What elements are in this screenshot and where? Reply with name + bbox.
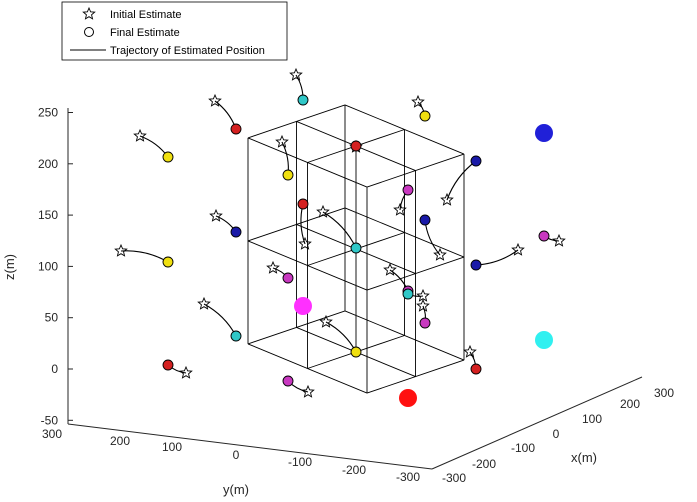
legend-item-trajectory: Trajectory of Estimated Position [70,45,265,57]
legend-label-final: Final Estimate [110,27,180,39]
star-icon [82,6,96,20]
initial-star [552,233,566,247]
initial-star [301,384,315,398]
trajectory-line [475,249,519,266]
x-tick-label: -200 [472,457,496,471]
y-tick-label: -200 [342,463,366,477]
initial-star [209,208,223,222]
legend-label-trajectory: Trajectory of Estimated Position [110,45,265,57]
final-node [538,230,550,242]
legend: Initial Estimate Final Estimate Trajecto… [61,1,288,61]
x-tick-label: 200 [620,397,640,411]
x-axis-line [431,376,643,470]
final-node [402,288,414,300]
z-tick-label: 50 [45,311,59,325]
z-tick-label: 200 [38,157,58,171]
final-node [470,155,482,167]
final-node [282,375,294,387]
y-tick-label: 200 [110,434,130,448]
final-node [402,184,414,196]
initial-star [298,236,312,250]
initial-star [416,298,430,312]
initial-star [411,94,425,108]
legend-item-initial: Initial Estimate [82,6,182,21]
final-node [419,110,431,122]
final-node [230,226,242,238]
y-tick-label: 100 [162,440,182,454]
initial-star [511,242,525,256]
y-axis-line [67,423,433,470]
y-tick-label: -100 [288,455,312,469]
final-node [350,346,362,358]
trajectory-line [424,219,441,256]
trajectories [120,74,560,393]
final-node [282,272,294,284]
final-node [419,214,431,226]
x-tick-label: 100 [582,412,602,426]
anchor-node [294,297,312,315]
initial-star [383,262,397,276]
tick-labels: -50 0 50 100 150 200 250 200 100 0 -100 -200 -300 300… [38,106,674,486]
anchor-node [535,331,553,349]
final-node [230,123,242,135]
y-tick-label-top: 300 [42,427,62,441]
initial-star [440,192,454,206]
initial-star [463,344,477,358]
x-tick-label: 0 [553,427,560,441]
anchor-node [399,389,417,407]
initial-star [275,134,289,148]
y-tick-label: 0 [233,448,240,462]
circle-icon [84,27,94,37]
initial-star [197,296,211,310]
z-tick-label: 150 [38,208,58,222]
final-node [297,198,309,210]
grid-line-x [247,104,346,139]
initial-star [266,260,280,274]
final-node [162,256,174,268]
initial-star [316,204,330,218]
z-tick-label: 250 [38,106,58,120]
initial-star [289,67,303,81]
axes-box [67,108,643,470]
initial-star [319,314,333,328]
final-node [162,359,174,371]
final-node [350,242,362,254]
final-node [419,317,431,329]
final-node [230,330,242,342]
final-node [470,259,482,271]
x-tick-label: 300 [654,386,674,400]
z-tick-label: 0 [51,362,58,376]
trajectory-line [446,160,477,201]
y-axis-label: y(m) [223,482,249,497]
trajectory-line [203,303,237,337]
x-tick-label: -300 [442,471,466,485]
final-node [162,151,174,163]
initial-star [208,93,222,107]
markers [114,67,566,407]
legend-label-initial: Initial Estimate [110,9,182,21]
x-axis-label: x(m) [571,450,597,465]
y-tick-label: -300 [396,470,420,484]
z-tick-label: -50 [41,413,59,427]
initial-star [179,365,193,379]
initial-star [114,243,128,257]
initial-star [433,247,447,261]
x-tick-label: -100 [511,441,535,455]
final-node [470,363,482,375]
z-tick-label: 100 [38,259,58,273]
final-node [282,169,294,181]
anchor-node [535,124,553,142]
trajectory-line [300,203,306,245]
final-node [350,140,362,152]
initial-star [416,288,430,302]
initial-star [133,128,147,142]
legend-item-final: Final Estimate [84,27,180,39]
trajectory-line [120,250,169,263]
trajectory-line [325,321,357,353]
initial-star [393,202,407,216]
z-axis-label: z(m) [2,254,17,280]
final-node [297,94,309,106]
